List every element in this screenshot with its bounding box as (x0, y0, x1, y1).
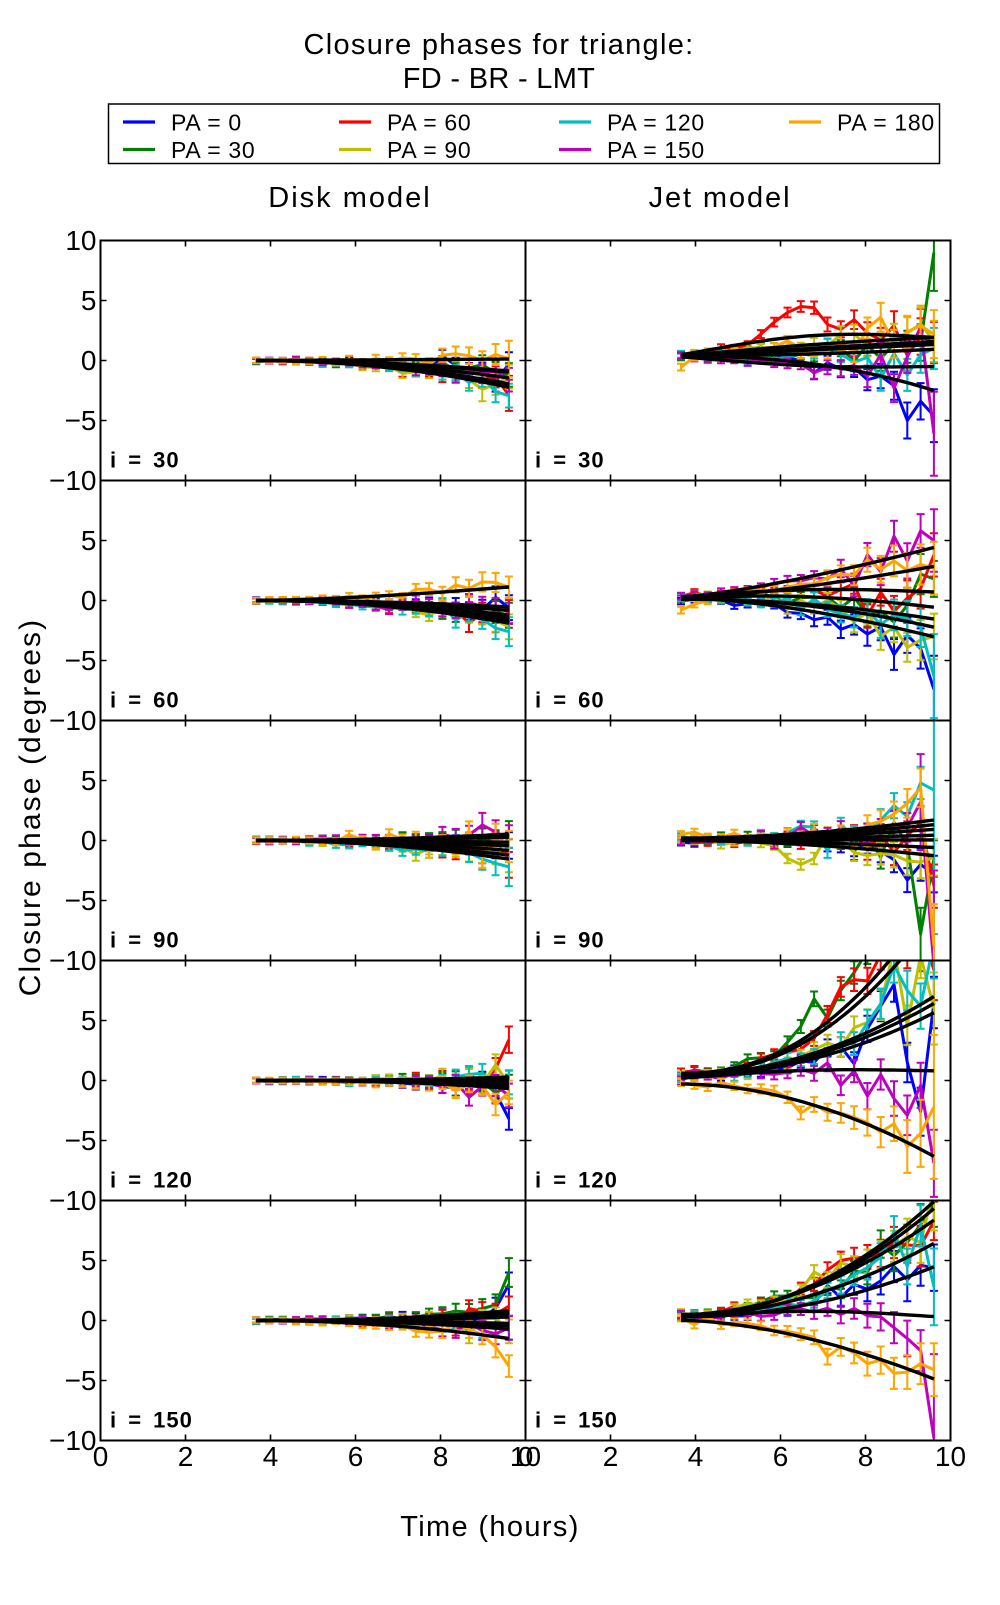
svg-text:6: 6 (348, 1441, 364, 1472)
svg-text:i = 30: i = 30 (110, 448, 180, 473)
svg-text:Jet model: Jet model (649, 182, 792, 214)
svg-text:i = 90: i = 90 (535, 928, 605, 953)
svg-text:10: 10 (65, 225, 96, 256)
svg-text:i = 60: i = 60 (110, 688, 180, 713)
svg-text:2: 2 (603, 1441, 619, 1472)
svg-text:−5: −5 (65, 885, 97, 916)
svg-text:6: 6 (773, 1441, 789, 1472)
svg-text:PA = 120: PA = 120 (607, 109, 705, 135)
svg-text:PA = 180: PA = 180 (837, 109, 935, 135)
svg-text:PA = 0: PA = 0 (171, 109, 242, 135)
svg-text:2: 2 (178, 1441, 194, 1472)
svg-text:5: 5 (81, 1005, 97, 1036)
svg-text:0: 0 (81, 585, 97, 616)
svg-text:−10: −10 (49, 465, 97, 496)
svg-text:0: 0 (81, 825, 97, 856)
svg-text:PA = 30: PA = 30 (171, 137, 255, 163)
svg-text:Closure phases for triangle:: Closure phases for triangle: (303, 29, 694, 61)
svg-text:5: 5 (81, 525, 97, 556)
svg-text:−10: −10 (49, 705, 97, 736)
svg-text:PA = 60: PA = 60 (387, 109, 471, 135)
svg-text:Time (hours): Time (hours) (400, 1511, 579, 1543)
svg-text:4: 4 (688, 1441, 704, 1472)
svg-text:0: 0 (81, 1305, 97, 1336)
svg-text:0: 0 (518, 1441, 534, 1472)
svg-text:−5: −5 (65, 1125, 97, 1156)
svg-text:8: 8 (858, 1441, 874, 1472)
svg-text:i = 150: i = 150 (110, 1408, 193, 1433)
svg-text:4: 4 (263, 1441, 279, 1472)
svg-text:−10: −10 (49, 1185, 97, 1216)
svg-text:0: 0 (81, 1065, 97, 1096)
svg-text:5: 5 (81, 285, 97, 316)
svg-text:−5: −5 (65, 1365, 97, 1396)
svg-text:0: 0 (93, 1441, 109, 1472)
svg-text:5: 5 (81, 765, 97, 796)
svg-text:i = 120: i = 120 (110, 1168, 193, 1193)
svg-text:Disk model: Disk model (268, 182, 431, 214)
svg-text:−10: −10 (49, 1425, 97, 1456)
svg-text:10: 10 (510, 1441, 541, 1472)
svg-text:10: 10 (935, 1441, 966, 1472)
svg-text:PA = 90: PA = 90 (387, 137, 471, 163)
svg-text:8: 8 (433, 1441, 449, 1472)
svg-text:−5: −5 (65, 645, 97, 676)
svg-text:5: 5 (81, 1245, 97, 1276)
svg-text:Closure phase (degrees): Closure phase (degrees) (14, 618, 47, 996)
svg-text:0: 0 (81, 345, 97, 376)
svg-text:i = 90: i = 90 (110, 928, 180, 953)
svg-text:FD - BR - LMT: FD - BR - LMT (403, 63, 595, 95)
svg-text:i = 120: i = 120 (535, 1168, 618, 1193)
svg-text:PA = 150: PA = 150 (607, 137, 705, 163)
svg-text:−10: −10 (49, 945, 97, 976)
svg-text:i = 150: i = 150 (535, 1408, 618, 1433)
svg-text:i = 60: i = 60 (535, 688, 605, 713)
svg-text:−5: −5 (65, 405, 97, 436)
svg-text:i = 30: i = 30 (535, 448, 605, 473)
